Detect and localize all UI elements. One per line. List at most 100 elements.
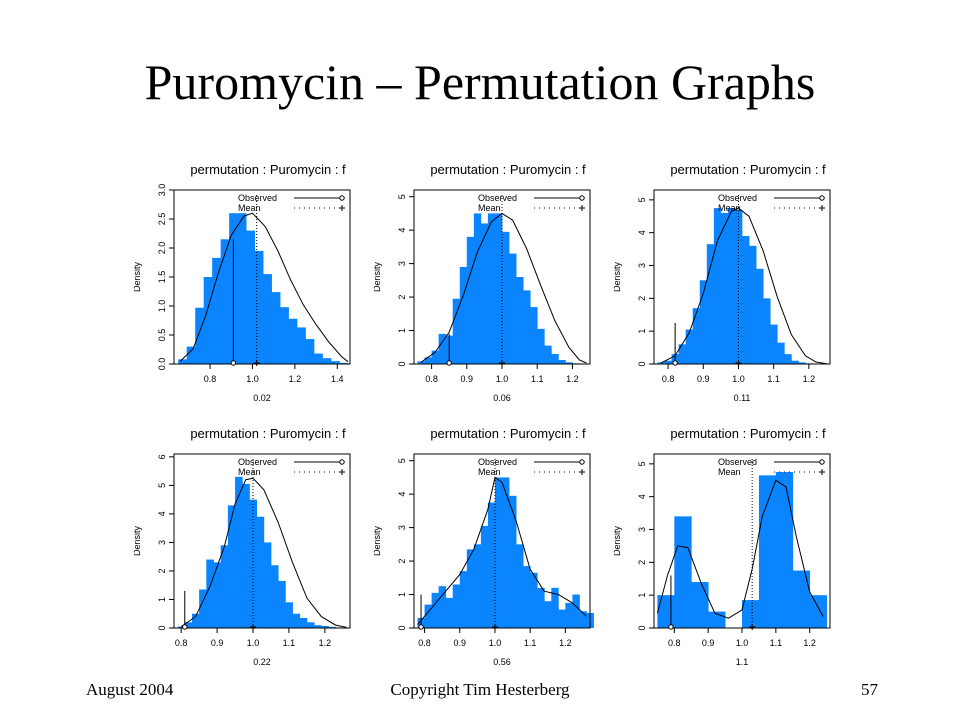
legend-mean-marker bbox=[819, 469, 825, 475]
y-tick-label: 2 bbox=[637, 296, 647, 301]
histogram-bar bbox=[314, 625, 322, 628]
histogram-bar bbox=[551, 587, 559, 628]
histogram-bar bbox=[184, 622, 193, 628]
histogram-bar bbox=[438, 586, 447, 628]
y-tick-label: 3 bbox=[637, 263, 647, 268]
x-tick-label: 1.1 bbox=[770, 638, 783, 648]
histogram-bar bbox=[459, 571, 468, 628]
histogram-bar bbox=[246, 230, 255, 364]
histogram-bar bbox=[417, 361, 425, 364]
y-tick-label: 1.0 bbox=[157, 300, 167, 313]
histogram-bar bbox=[480, 223, 489, 364]
histogram-bar bbox=[292, 613, 301, 628]
histogram-bar bbox=[235, 476, 243, 628]
x-tick-label: 1.0 bbox=[736, 638, 749, 648]
chart-title: permutation : Puromycin : f bbox=[190, 162, 346, 177]
x-tick-label: 1.2 bbox=[289, 374, 302, 384]
plot-frame bbox=[413, 453, 591, 629]
histogram-bar bbox=[678, 344, 687, 364]
histogram-bar bbox=[288, 318, 298, 364]
histogram-bar bbox=[305, 339, 315, 364]
histogram-bar bbox=[322, 358, 332, 364]
histogram-bar bbox=[438, 333, 447, 364]
legend-observed-label: Observed bbox=[238, 193, 277, 203]
density-curve bbox=[656, 479, 824, 619]
histogram-bar bbox=[431, 350, 440, 364]
histogram-bar bbox=[487, 213, 496, 364]
histogram-panel-5: permutation : Puromycin : f 0.8 0.9 1.0 1.1 1… bbox=[374, 418, 612, 676]
histogram-bar bbox=[424, 357, 432, 364]
y-tick-label: 5 bbox=[637, 461, 647, 466]
y-tick-label: 2 bbox=[397, 295, 407, 300]
y-tick-label: 4 bbox=[637, 494, 647, 499]
x-tick-label: 1.2 bbox=[319, 638, 332, 648]
observed-marker bbox=[668, 624, 674, 630]
legend-observed-marker bbox=[819, 459, 825, 465]
histogram-bar bbox=[558, 609, 566, 628]
legend-observed-marker bbox=[579, 195, 585, 201]
histogram-panel-1: permutation : Puromycin : f 0.8 1.0 1.2 1.4 0… bbox=[134, 154, 372, 412]
slide-title: Puromycin – Permutation Graphs bbox=[144, 54, 816, 110]
histogram-bar bbox=[473, 213, 482, 364]
histogram-bar bbox=[452, 298, 461, 364]
x-tick-label: 0.9 bbox=[697, 374, 710, 384]
x-tick-label: 0.9 bbox=[211, 638, 224, 648]
footer-copyright: Copyright Tim Hesterberg bbox=[390, 680, 570, 699]
legend-observed-label: Observed bbox=[718, 193, 757, 203]
y-axis-label: Density bbox=[134, 525, 142, 556]
y-tick-label: 2.5 bbox=[157, 213, 167, 226]
histogram-bar bbox=[558, 359, 566, 364]
legend-mean-marker bbox=[819, 205, 825, 211]
histogram-bar bbox=[572, 594, 580, 628]
y-tick-label: 2 bbox=[397, 559, 407, 564]
footer-page-number: 57 bbox=[861, 680, 878, 699]
chart-title: permutation : Puromycin : f bbox=[430, 426, 586, 441]
histogram-bar bbox=[313, 353, 323, 364]
x-tick-label: 1.0 bbox=[247, 638, 260, 648]
histogram-bar bbox=[473, 544, 482, 628]
x-tick-label: 0.8 bbox=[668, 638, 681, 648]
histogram-bar bbox=[254, 250, 264, 364]
histogram-bar bbox=[784, 354, 792, 364]
x-axis-label: 1.1 bbox=[736, 657, 749, 667]
chart-svg: permutation : Puromycin : f 0.8 0.9 1.0 1.1 1… bbox=[374, 426, 594, 667]
observed-marker bbox=[230, 360, 237, 366]
histogram-bar bbox=[206, 559, 214, 628]
chart-title: permutation : Puromycin : f bbox=[670, 426, 826, 441]
y-tick-label: 0 bbox=[157, 625, 167, 630]
histogram-bar bbox=[249, 499, 258, 628]
y-tick-label: 3.0 bbox=[157, 184, 167, 197]
y-tick-label: 0 bbox=[397, 625, 407, 630]
x-tick-label: 0.9 bbox=[461, 374, 474, 384]
chart-svg: permutation : Puromycin : f 0.8 0.9 1.0 1.1 1… bbox=[374, 162, 591, 403]
histogram-bar bbox=[770, 324, 778, 364]
histogram-bar bbox=[480, 525, 489, 628]
histogram-bar bbox=[186, 346, 196, 364]
x-axis-label: 0.11 bbox=[734, 393, 751, 403]
legend-mean-label: Mean bbox=[478, 467, 501, 477]
histogram-bar bbox=[191, 613, 200, 628]
histogram-bar bbox=[537, 587, 545, 628]
histogram-bar bbox=[339, 362, 349, 364]
y-tick-label: 5 bbox=[397, 458, 407, 463]
y-tick-label: 4 bbox=[397, 228, 407, 233]
histogram-bar bbox=[203, 277, 213, 364]
histogram-bar bbox=[749, 245, 757, 364]
legend-mean-marker bbox=[339, 469, 345, 475]
legend-mean-label: Mean bbox=[238, 203, 261, 213]
y-axis-label: Density bbox=[374, 525, 382, 556]
histogram-bar bbox=[452, 584, 461, 628]
histogram-panel-2: permutation : Puromycin : f 0.8 0.9 1.0 1.1 1… bbox=[374, 154, 612, 412]
histogram-bar bbox=[742, 235, 750, 364]
y-axis-label: Density bbox=[614, 525, 622, 556]
histogram-bar bbox=[220, 545, 229, 628]
histogram-bar bbox=[792, 570, 811, 628]
histogram-bar bbox=[459, 266, 468, 364]
histogram-bar bbox=[791, 360, 799, 364]
histogram-bar bbox=[242, 483, 250, 628]
histogram-bar bbox=[263, 274, 272, 364]
x-tick-label: 0.9 bbox=[702, 638, 715, 648]
histogram-bar bbox=[537, 328, 545, 364]
histogram-bar bbox=[544, 601, 552, 628]
x-tick-label: 1.2 bbox=[803, 638, 816, 648]
